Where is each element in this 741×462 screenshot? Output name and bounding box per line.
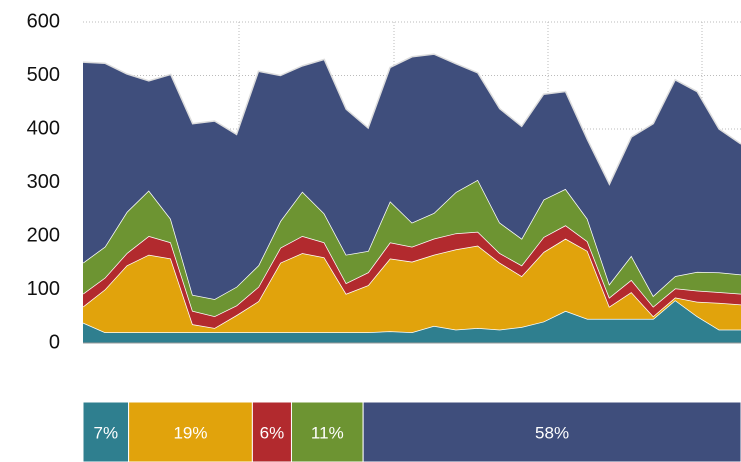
share-segment xyxy=(362,401,741,462)
area-edge xyxy=(82,53,741,186)
share-label: 19% xyxy=(173,423,207,442)
share-label: 11% xyxy=(311,423,344,442)
area xyxy=(83,54,741,300)
y-tick-label: 200 xyxy=(27,224,60,246)
y-tick-label: 0 xyxy=(49,331,60,353)
y-tick-label: 300 xyxy=(27,171,60,193)
share-label: 7% xyxy=(94,423,119,442)
share-segment xyxy=(128,401,253,462)
share-label: 58% xyxy=(535,423,569,442)
y-tick-label: 100 xyxy=(27,278,60,300)
y-tick-label: 400 xyxy=(27,117,60,139)
share-label: 6% xyxy=(260,423,285,442)
share-segment xyxy=(290,401,364,462)
area xyxy=(83,179,741,317)
area xyxy=(83,225,741,329)
y-tick-label: 600 xyxy=(27,10,60,32)
share-segment xyxy=(82,401,130,462)
y-tick-label: 500 xyxy=(27,64,60,86)
